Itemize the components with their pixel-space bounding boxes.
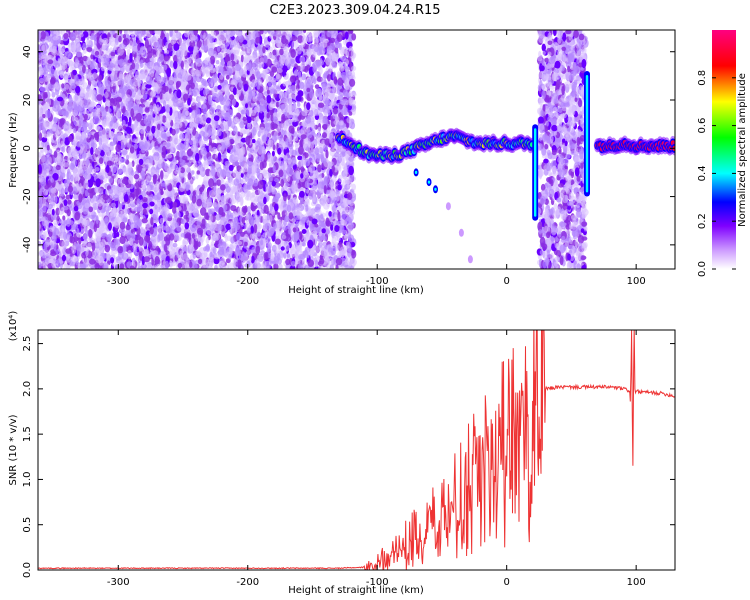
noise-mark (119, 30, 123, 34)
noise-mark (344, 235, 348, 241)
noise-mark (197, 241, 201, 248)
noise-mark (114, 174, 118, 183)
noise-region-0 (38, 30, 357, 269)
noise-mark (351, 249, 357, 259)
noise-mark (263, 30, 268, 35)
noise-mark (281, 129, 285, 136)
noise-mark (140, 226, 145, 234)
noise-mark (325, 210, 330, 219)
noise-mark (233, 40, 240, 48)
noise-mark (330, 224, 334, 231)
noise-mark (245, 103, 248, 109)
noise-mark (125, 154, 130, 161)
noise-mark (294, 40, 299, 50)
noise-mark (89, 238, 96, 243)
noise-mark (304, 65, 309, 73)
noise-mark (351, 183, 357, 191)
chart-title: C2E3.2023.309.04.24.R15 (269, 3, 440, 18)
noise-mark (277, 263, 284, 269)
noise-mark (315, 245, 320, 254)
noise-mark (331, 176, 337, 183)
spectrogram-marks (38, 30, 675, 269)
noise-mark (51, 91, 56, 98)
noise-mark (168, 87, 172, 95)
noise-mark (318, 265, 322, 269)
noise-mark (197, 258, 203, 265)
noise-mark (228, 164, 234, 171)
noise-mark (348, 111, 353, 116)
